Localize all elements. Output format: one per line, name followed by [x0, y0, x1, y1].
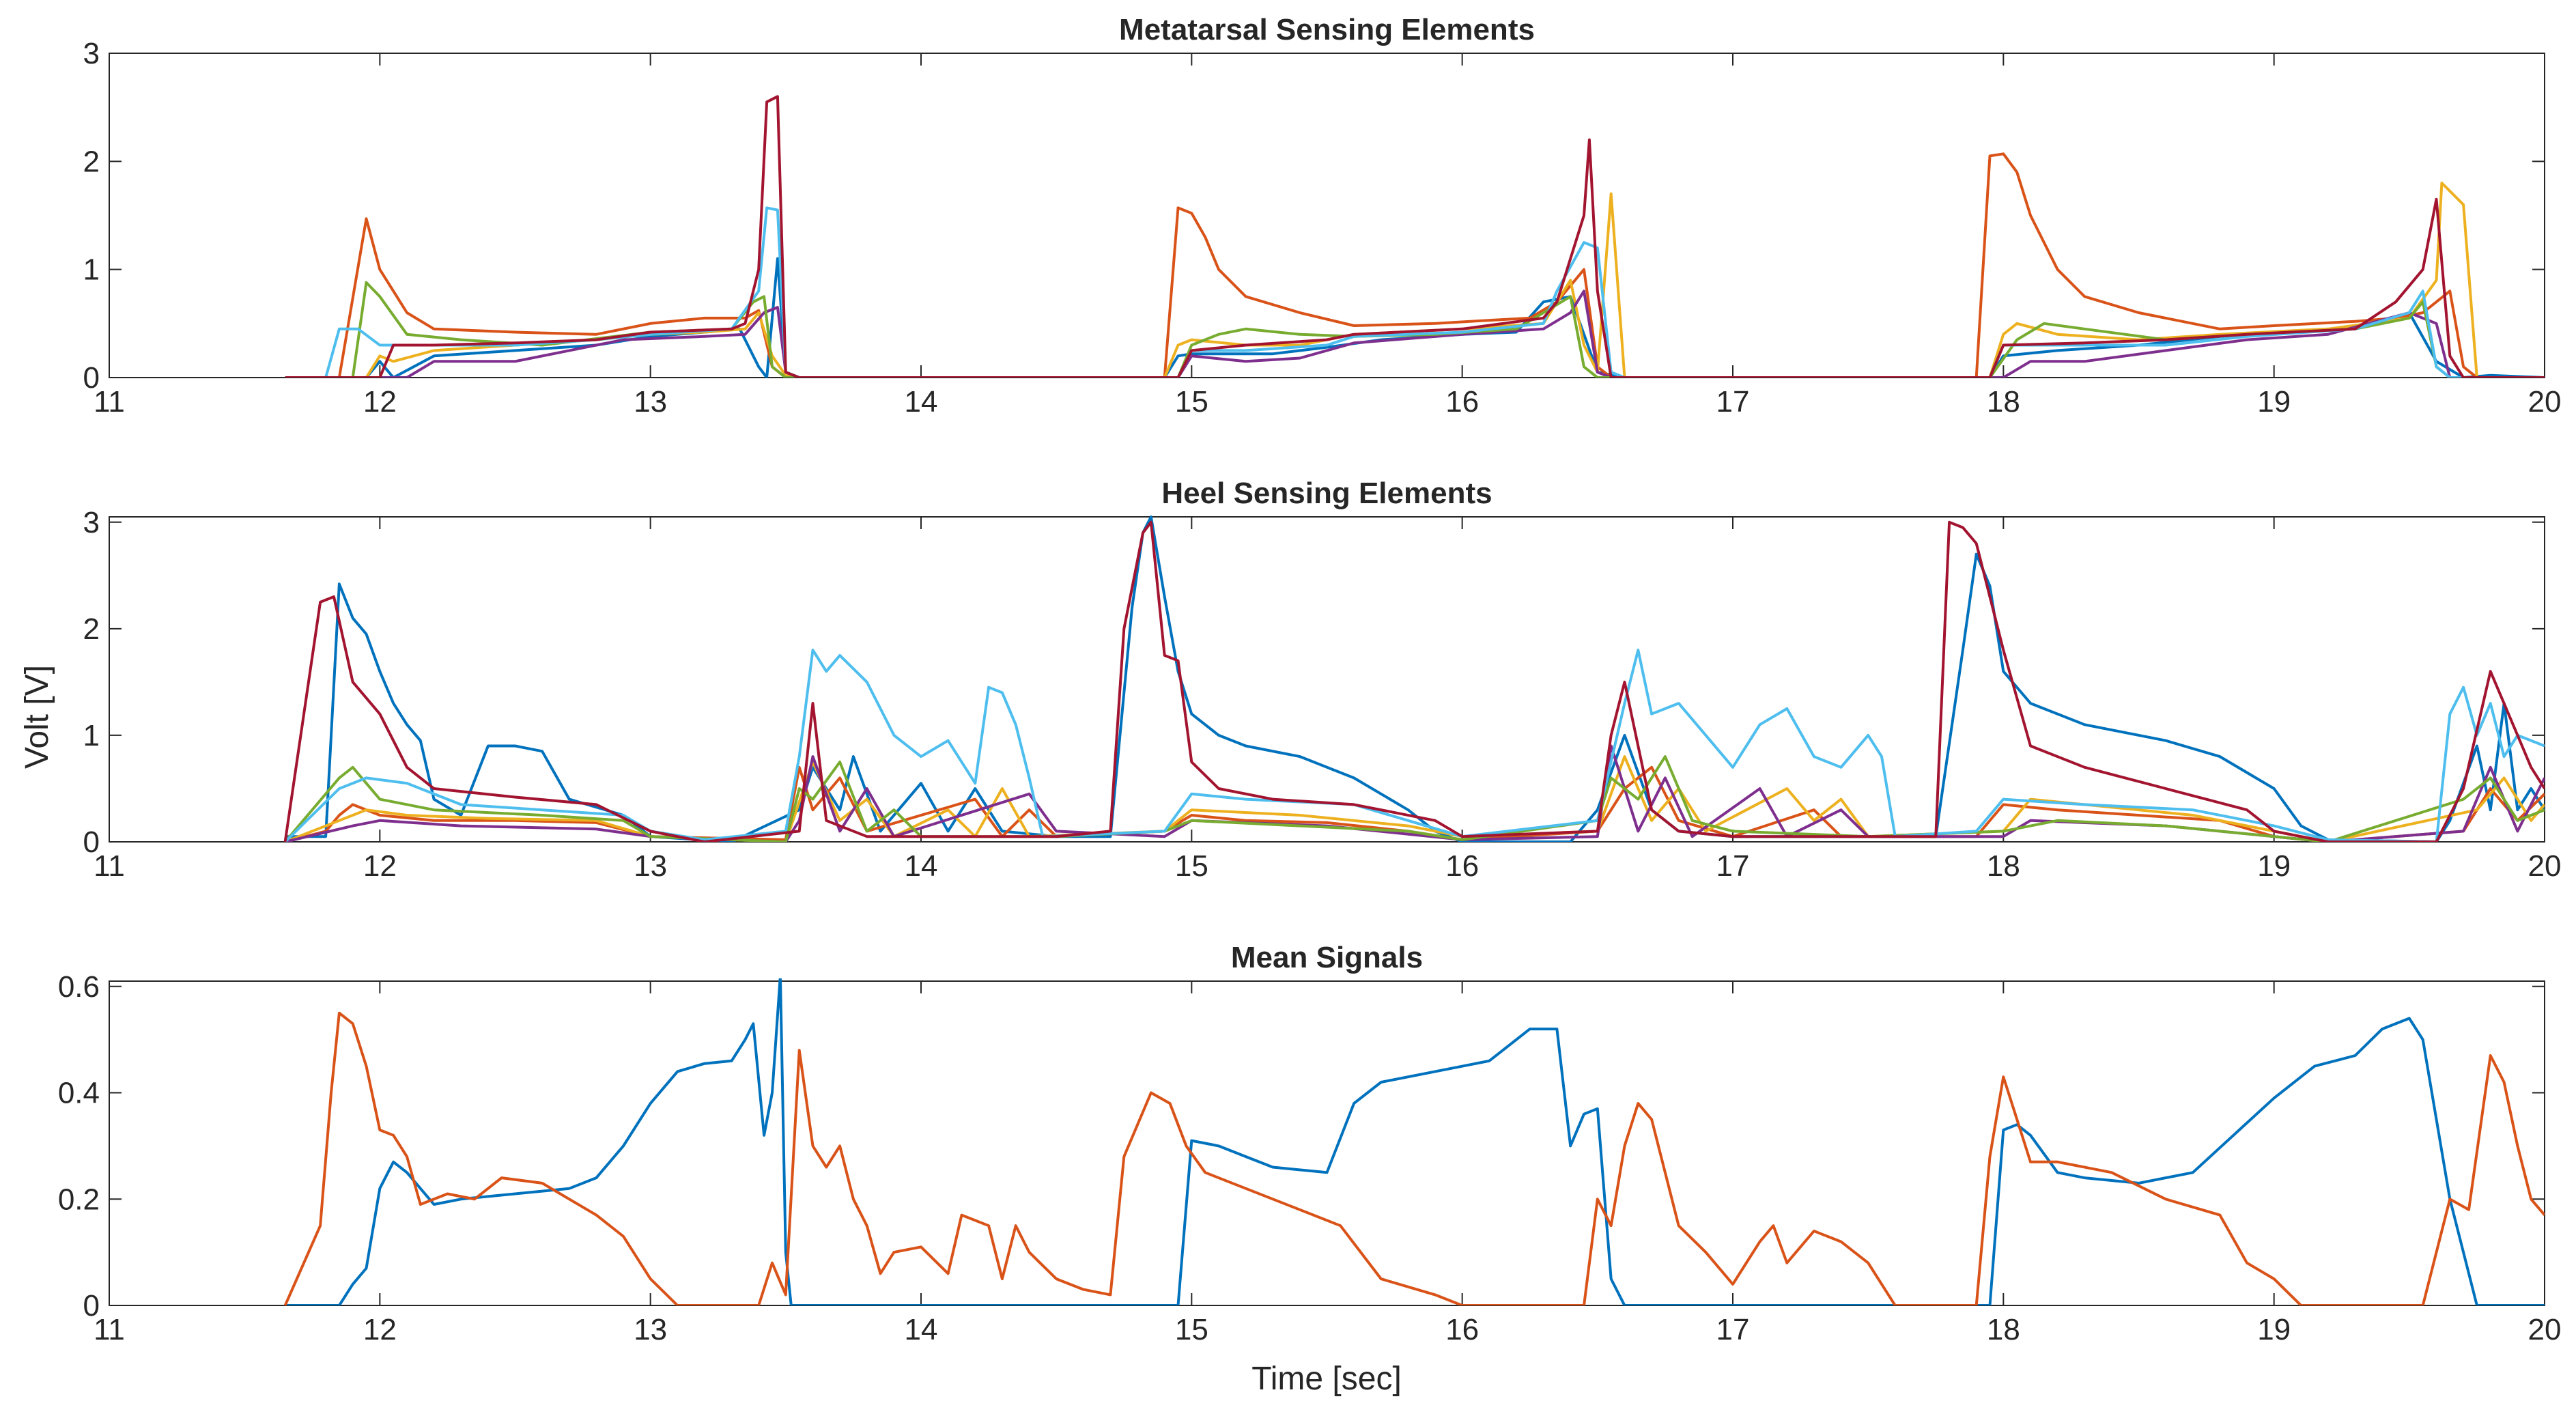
series-line-element-7 [283, 520, 2545, 842]
y-tick-label: 0 [83, 825, 100, 859]
x-tick-label: 18 [1987, 385, 2020, 419]
x-tick-label: 18 [1987, 849, 2020, 883]
series-line-element-5 [284, 755, 2545, 842]
panel-title: Heel Sensing Elements [1161, 477, 1492, 510]
x-tick-label: 12 [363, 1313, 397, 1346]
y-tick-label: 2 [83, 145, 100, 178]
panel-title: Mean Signals [1231, 941, 1423, 974]
y-tick-label: 2 [83, 612, 100, 646]
plot-frame [109, 516, 2545, 843]
series-line-metatarsal-mean [285, 978, 2545, 1305]
x-tick-label: 20 [2528, 849, 2562, 883]
x-tick-label: 13 [634, 1313, 667, 1346]
x-tick-label: 11 [94, 849, 125, 883]
panel-3: Mean Signals 11 12 13 14 15 16 17 18 19 20 0 0.2 0.4 0… [58, 941, 2562, 1346]
series-group [283, 515, 2545, 842]
y-axis-label: Volt [V] [19, 665, 55, 769]
y-tick-label: 0 [83, 361, 100, 395]
x-tick-label: 16 [1445, 385, 1479, 419]
x-tick-label: 17 [1716, 849, 1750, 883]
x-tick-label: 14 [905, 385, 938, 419]
x-tick-label: 13 [634, 385, 667, 419]
y-tick-label: 0.2 [58, 1183, 100, 1216]
x-tick-label: 15 [1175, 1313, 1208, 1346]
series-group [285, 95, 2545, 378]
x-tick-label: 18 [1987, 1313, 2020, 1346]
x-tick-label: 17 [1716, 385, 1750, 419]
y-tick-label: 0.4 [58, 1077, 100, 1110]
x-tick-label: 16 [1445, 849, 1479, 883]
x-tick-label: 12 [363, 849, 397, 883]
x-axis-label: Time [sec] [1251, 1361, 1402, 1397]
x-tick-label: 15 [1175, 385, 1208, 419]
x-tick-label: 13 [634, 849, 667, 883]
x-tick-label: 20 [2528, 385, 2562, 419]
series-line-heel-mean [283, 1011, 2545, 1305]
series-line-element-2 [285, 152, 2545, 378]
x-tick-label: 12 [363, 385, 397, 419]
series-line-element-7 [285, 95, 2545, 378]
y-tick-label: 0 [83, 1289, 100, 1323]
series-line-element-2 [285, 765, 2545, 842]
x-tick-label: 17 [1716, 1313, 1750, 1346]
x-tick-label: 14 [905, 1313, 938, 1346]
x-tick-label: 19 [2257, 849, 2291, 883]
y-tick-label: 3 [83, 37, 100, 70]
series-group [283, 978, 2545, 1305]
series-line-element-6 [284, 649, 2545, 842]
x-tick-label: 14 [905, 849, 938, 883]
x-tick-label: 19 [2257, 385, 2291, 419]
series-line-element-4 [285, 289, 2545, 378]
x-tick-label: 19 [2257, 1313, 2291, 1346]
x-tick-label: 15 [1175, 849, 1208, 883]
series-line-element-6 [285, 206, 2545, 378]
y-tick-label: 0.6 [58, 970, 100, 1004]
y-tick-label: 1 [83, 719, 100, 752]
x-tick-label: 16 [1445, 1313, 1479, 1346]
plot-frame [109, 980, 2545, 1306]
x-tick-label: 20 [2528, 1313, 2562, 1346]
series-line-element-1 [285, 515, 2545, 842]
x-tick-label: 11 [94, 385, 125, 419]
y-tick-label: 3 [83, 506, 100, 539]
y-tick-label: 1 [83, 253, 100, 287]
panel-title: Metatarsal Sensing Elements [1119, 13, 1535, 46]
x-tick-label: 11 [94, 1313, 125, 1346]
plot-frame [109, 53, 2545, 378]
